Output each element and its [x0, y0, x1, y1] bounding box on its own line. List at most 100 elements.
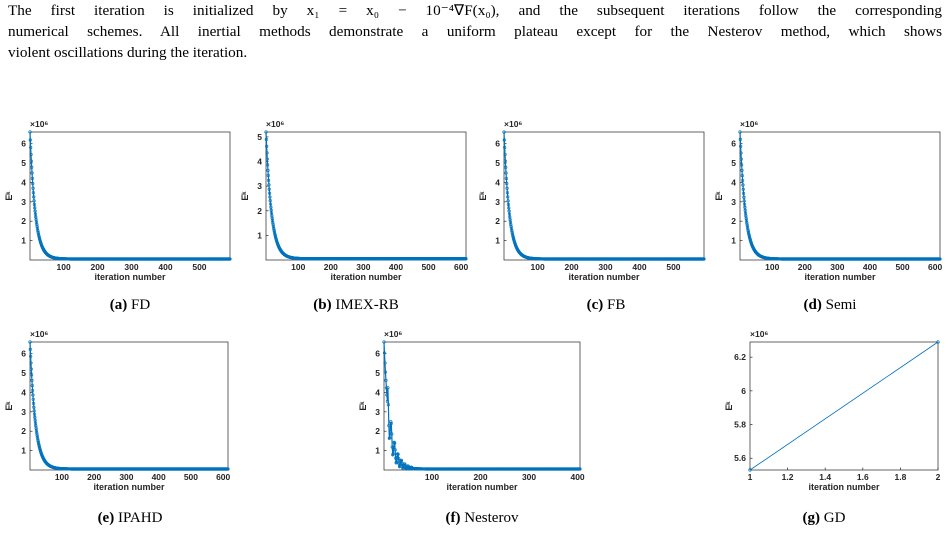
data-point — [390, 432, 394, 436]
data-point — [702, 257, 706, 261]
data-point — [510, 232, 515, 236]
data-point — [30, 165, 34, 169]
data-point — [393, 448, 397, 452]
series-markers — [502, 130, 706, 261]
data-point — [744, 219, 749, 223]
data-point — [29, 367, 33, 371]
data-point — [266, 163, 270, 167]
x-tick-label: 200 — [798, 262, 812, 272]
data-point — [938, 257, 942, 261]
axes-frame — [749, 341, 939, 471]
y-tick-label: 2 — [495, 216, 500, 226]
x-tick-label: 300 — [124, 262, 138, 272]
data-point — [37, 442, 41, 446]
y-tick-label: 5 — [21, 368, 26, 378]
plot-semi: 100 200 300 400 500 600 1 2 3 4 5 6 ×10⁶ iteration nu… — [710, 110, 948, 290]
data-point — [31, 401, 36, 405]
data-point — [396, 452, 400, 456]
data-point — [31, 181, 35, 186]
x-tick-label: 600 — [928, 262, 942, 272]
x-tick-label: 1.8 — [894, 472, 906, 482]
data-point — [35, 435, 40, 439]
data-point — [507, 209, 511, 213]
caption-tag: (b) — [313, 297, 332, 313]
data-point — [31, 393, 35, 397]
data-point — [29, 159, 33, 163]
data-point — [35, 433, 39, 437]
data-point — [395, 452, 400, 456]
y-tick-label: 4 — [21, 177, 26, 187]
caption-gd: (g) GD — [724, 510, 924, 527]
data-point — [396, 456, 401, 461]
y-tick-label: 5 — [21, 158, 26, 168]
y-tick-label: 5 — [731, 158, 736, 168]
x-tick-label: 100 — [57, 262, 71, 272]
y-tick-label: 4 — [257, 157, 262, 167]
x-tick-label: 100 — [531, 262, 545, 272]
data-point — [510, 228, 514, 233]
data-point — [578, 467, 582, 471]
data-point — [395, 460, 399, 464]
series-line — [503, 131, 704, 260]
data-point — [267, 187, 271, 191]
y-tick-label: 6 — [741, 386, 746, 396]
data-point — [30, 383, 34, 388]
data-point — [464, 257, 468, 261]
data-point — [739, 144, 743, 148]
axes-frame — [265, 131, 467, 261]
paragraph-line-3: violent oscillations during the iteratio… — [8, 44, 248, 61]
data-point — [391, 452, 395, 456]
data-point — [29, 152, 33, 157]
axes-frame — [503, 131, 705, 261]
x-axis-label: iteration number — [93, 482, 165, 492]
caption-name: FD — [131, 297, 151, 313]
y-tick-label: 1 — [21, 236, 26, 246]
data-point — [37, 233, 41, 238]
data-point — [745, 223, 749, 227]
x-tick-label: 400 — [158, 262, 172, 272]
caption-name: IMEX-RB — [335, 297, 399, 313]
x-tick-label: 400 — [632, 262, 646, 272]
series-line — [29, 131, 230, 260]
plot-gd: 1 1.2 1.4 1.6 1.8 2 5.6 5.8 6 6.2 ×10⁶ iteration nu… — [716, 322, 948, 502]
y-axis-label: Eᵏ — [4, 401, 14, 411]
data-point — [268, 202, 273, 206]
data-point — [511, 233, 515, 238]
data-point — [29, 145, 33, 150]
x-tick-label: 200 — [564, 262, 578, 272]
y-tick-label: 5 — [375, 368, 380, 378]
y-tick-label: 2 — [257, 206, 262, 216]
data-point — [36, 228, 40, 233]
data-point — [30, 176, 34, 181]
data-point — [269, 205, 273, 209]
y-exponent-label: ×10⁶ — [266, 119, 284, 129]
data-point — [936, 340, 940, 344]
data-point — [385, 393, 389, 397]
data-point — [264, 137, 268, 141]
data-point — [35, 224, 39, 229]
y-axis-label: Eᵏ — [714, 191, 724, 201]
data-point — [503, 152, 507, 157]
data-point — [748, 468, 752, 472]
caption-name: IPAHD — [117, 510, 163, 526]
plot-semi-svg: 100 200 300 400 500 600 1 2 3 4 5 6 ×10⁶ iteration nu… — [714, 119, 942, 282]
data-point — [36, 232, 41, 236]
x-tick-label: 300 — [356, 262, 370, 272]
x-tick-label: 400 — [570, 472, 584, 482]
data-point — [30, 171, 34, 175]
y-tick-label: 6 — [375, 349, 380, 359]
data-point — [742, 195, 746, 199]
data-point — [32, 202, 37, 207]
caption-tag: (c) — [586, 297, 604, 313]
data-point — [740, 168, 744, 173]
caption-fd: (a) FD — [30, 297, 230, 314]
data-point — [502, 138, 506, 142]
data-point — [272, 227, 276, 231]
caption-name: Nesterov — [464, 510, 519, 526]
x-tick-label: 200 — [473, 472, 487, 482]
y-tick-label: 1 — [375, 446, 380, 456]
data-point — [36, 439, 40, 443]
x-tick-label: 100 — [765, 262, 779, 272]
y-exponent-label: ×10⁶ — [30, 329, 48, 339]
x-axis-label: iteration number — [446, 482, 518, 492]
